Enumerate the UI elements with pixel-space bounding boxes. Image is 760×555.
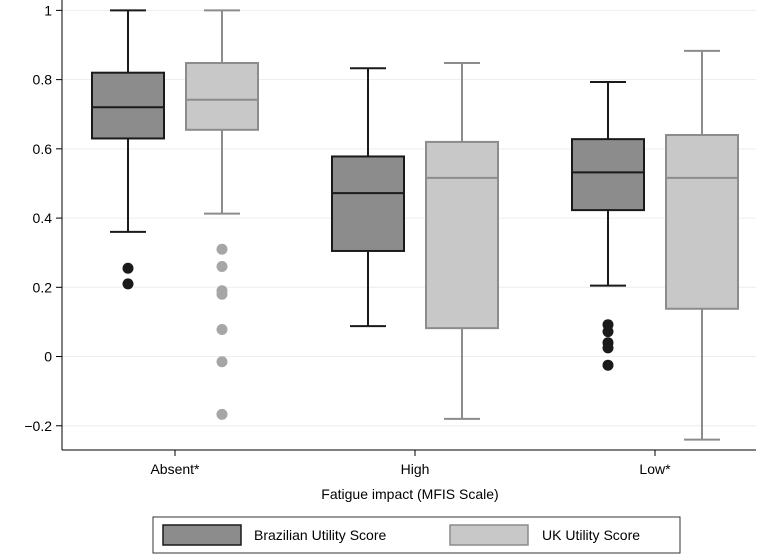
outlier-point [122,278,134,290]
x-tick-label: High [401,461,430,477]
box-high [425,62,499,420]
box-iqr [91,71,165,140]
legend-swatch-uk [449,524,529,546]
y-tick-label: 0.2 [33,279,53,295]
box-iqr [425,140,499,330]
series-uk [185,9,739,441]
y-tick-label: 0.8 [33,72,53,88]
x-axis-title: Fatigue impact (MFIS Scale) [321,486,498,502]
series-brazilian [91,9,645,371]
y-tick-label: 1 [44,2,52,18]
box-iqr [571,138,645,212]
outlier-point [216,408,228,420]
outlier-point [602,342,614,354]
gridlines [62,9,756,427]
y-axis: 1 0.8 0.6 0.4 0.2 0 −0.2 [24,0,63,450]
y-tick-label: −0.2 [24,418,52,434]
box-low [571,81,645,371]
outlier-point [216,288,228,300]
outlier-point [602,359,614,371]
outlier-point [122,262,134,274]
y-tick-label: 0 [44,349,52,365]
legend-label-brazilian: Brazilian Utility Score [254,527,386,543]
box-high [331,67,405,328]
outlier-point [216,243,228,255]
box-iqr [331,155,405,252]
outlier-point [602,326,614,338]
x-tick-label: Low* [639,461,671,477]
outlier-point [216,324,228,336]
x-axis: Absent* High Low* [62,449,756,477]
outlier-point [216,356,228,368]
y-tick-label: 0.6 [33,141,53,157]
x-tick-label: Absent* [150,461,200,477]
legend-swatch-brazilian [162,524,242,546]
box-low [665,49,739,441]
box-iqr [185,62,259,131]
box-absent [91,9,165,290]
legend-label-uk: UK Utility Score [542,527,640,543]
y-tick-label: 0.4 [33,210,53,226]
outlier-point [216,261,228,273]
legend: Brazilian Utility Score UK Utility Score [152,516,681,554]
box-absent [185,9,259,420]
box-iqr [665,134,739,310]
box-series [91,9,739,441]
